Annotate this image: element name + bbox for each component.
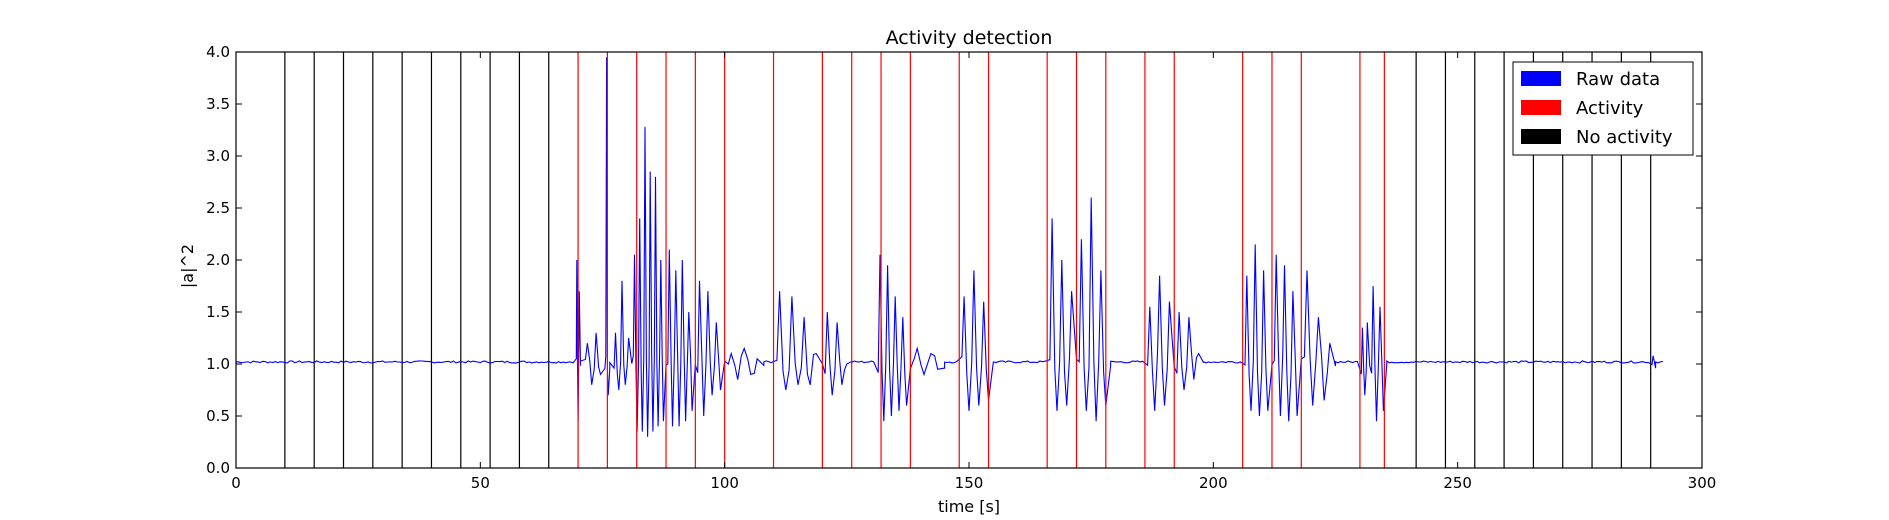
chart-title: Activity detection bbox=[886, 27, 1053, 49]
legend-swatch-0 bbox=[1521, 71, 1561, 86]
y-tick-label-2: 1.0 bbox=[206, 355, 230, 373]
x-tick-label-3: 150 bbox=[955, 474, 984, 492]
x-tick-label-5: 250 bbox=[1443, 474, 1472, 492]
y-tick-label-3: 1.5 bbox=[206, 303, 230, 321]
y-tick-label-0: 0.0 bbox=[206, 459, 230, 477]
raw-data-series bbox=[235, 57, 1663, 437]
legend-label-2: No activity bbox=[1576, 127, 1673, 148]
legend-swatch-1 bbox=[1521, 100, 1561, 115]
y-tick-label-6: 3.0 bbox=[206, 147, 230, 165]
x-tick-label-0: 0 bbox=[231, 474, 241, 492]
x-tick-label-2: 100 bbox=[710, 474, 739, 492]
x-tick-label-4: 200 bbox=[1199, 474, 1228, 492]
axes: 0 50 100 150 200 250 300 0.0 0.5 1.0 1.5 2.0 2.5 3.0 3… bbox=[206, 43, 1716, 492]
x-tick-label-1: 50 bbox=[471, 474, 490, 492]
legend-label-0: Raw data bbox=[1576, 69, 1660, 90]
y-tick-label-4: 2.0 bbox=[206, 251, 230, 269]
legend-swatch-2 bbox=[1521, 129, 1561, 144]
y-tick-label-8: 4.0 bbox=[206, 43, 230, 61]
y-tick-label-1: 0.5 bbox=[206, 407, 230, 425]
legend: Raw data Activity No activity bbox=[1512, 61, 1694, 156]
y-tick-label-5: 2.5 bbox=[206, 199, 230, 217]
plot-area bbox=[235, 52, 1663, 468]
legend-label-1: Activity bbox=[1576, 98, 1644, 119]
y-axis-label: |a|^2 bbox=[178, 244, 197, 288]
y-tick-label-7: 3.5 bbox=[206, 95, 230, 113]
x-axis-label: time [s] bbox=[938, 497, 1000, 516]
x-tick-label-6: 300 bbox=[1688, 474, 1717, 492]
